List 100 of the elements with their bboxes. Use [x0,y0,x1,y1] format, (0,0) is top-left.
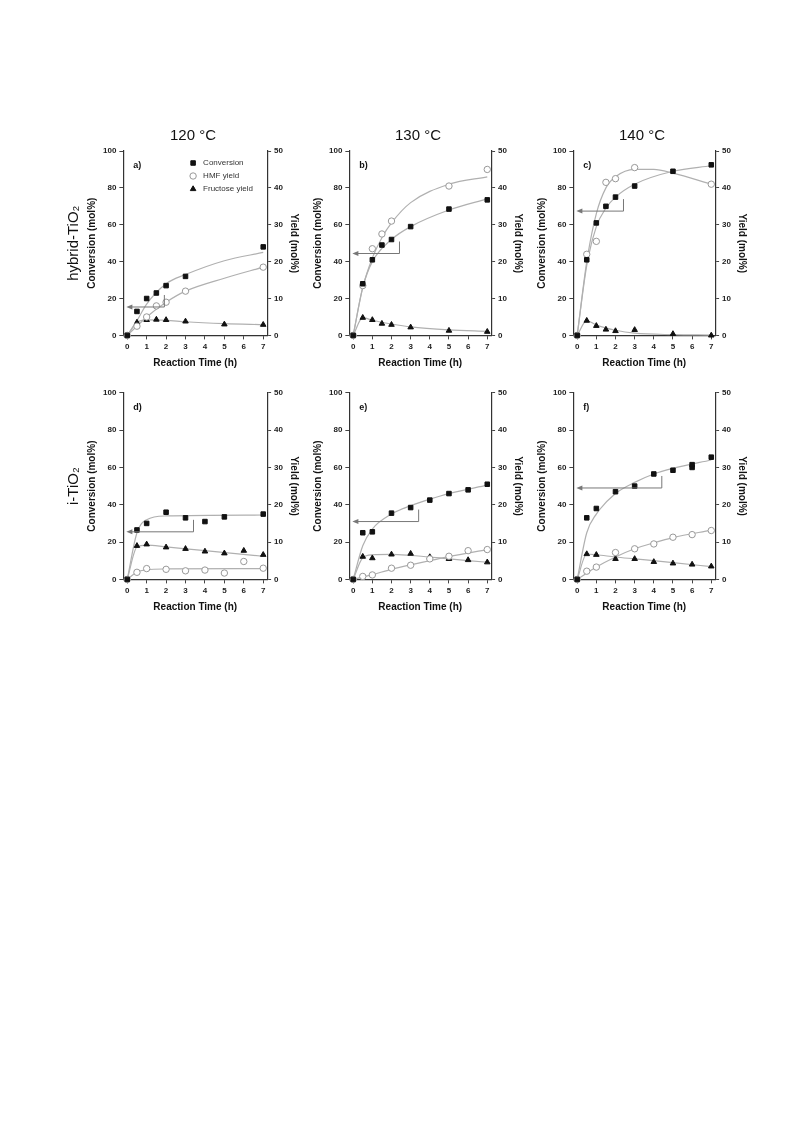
y2-axis-title: Yield (mol%) [513,456,525,516]
y2-tick-label: 0 [274,330,280,340]
y-axis-title: Conversion (mol%) [535,440,547,532]
y2-tick-label: 10 [722,293,732,303]
x-tick-label: 7 [260,342,266,352]
chart-title: 120 °C [169,126,217,144]
y-tick-label: 100 [102,388,117,397]
x-tick-label: 3 [408,342,414,352]
x-tick-label: 0 [350,342,356,352]
y-tick-label: 20 [333,293,343,303]
annotation: b) [359,159,368,170]
y2-tick-label: 40 [498,183,508,193]
y-tick-label: 80 [333,183,343,193]
text: i-TiO₂ [64,467,82,505]
x-tick-label: 5 [446,342,452,352]
y2-tick-label: 40 [722,183,732,193]
x-tick-label: 6 [465,342,471,352]
x-tick-label: 1 [144,586,150,596]
annotation: f) [583,401,590,412]
annotation: d) [133,401,142,412]
annotation: e) [359,401,368,412]
y2-tick-label: 20 [274,256,284,266]
y2-tick-label: 40 [274,183,284,193]
y2-tick-label: 0 [498,574,504,584]
x-axis-title: Reaction Time (h) [602,600,687,612]
y-tick-label: 20 [333,537,343,547]
y-tick-label: 80 [107,425,117,435]
y-tick-label: 100 [328,146,343,156]
y2-axis-title: Yield (mol%) [737,456,749,516]
y2-tick-label: 20 [498,256,508,266]
y2-tick-label: 20 [722,499,732,509]
x-tick-label: 4 [427,586,433,596]
x-tick-label: 7 [260,586,266,596]
x-tick-label: 0 [350,586,356,596]
y-axis-title: Conversion (mol%) [311,440,323,532]
x-tick-label: 4 [427,342,433,352]
x-tick-label: 3 [183,342,189,352]
y-tick-label: 20 [557,537,567,547]
y2-tick-label: 20 [722,256,732,266]
text: hybrid-TiO₂ [64,205,82,281]
x-tick-label: 4 [202,342,208,352]
x-tick-label: 5 [222,342,228,352]
y-tick-label: 40 [333,256,343,266]
y-tick-label: 100 [328,388,343,397]
x-tick-label: 1 [144,342,150,352]
x-tick-label: 1 [370,342,376,352]
x-tick-label: 5 [670,586,676,596]
chart-title: 130 °C [394,126,442,144]
x-tick-label: 7 [485,586,491,596]
x-tick-label: 6 [465,586,471,596]
y2-axis-title: Yield (mol%) [513,213,525,274]
x-tick-label: 0 [125,342,131,352]
y-tick-label: 100 [552,388,567,397]
x-tick-label: 3 [408,586,414,596]
y2-tick-label: 40 [722,425,732,435]
x-tick-label: 0 [574,342,580,352]
y2-tick-label: 0 [274,574,280,584]
x-tick-label: 5 [222,586,228,596]
x-tick-label: 1 [594,586,600,596]
x-tick-label: 6 [689,586,695,596]
y2-tick-label: 10 [498,293,508,303]
y-tick-label: 0 [111,330,117,340]
x-tick-label: 2 [389,586,395,596]
x-tick-label: 2 [163,342,169,352]
y-axis-title: Conversion (mol%) [535,197,547,289]
y-tick-label: 0 [337,330,343,340]
x-axis-title: Reaction Time (h) [153,600,238,612]
x-tick-label: 0 [125,586,131,596]
y-tick-label: 0 [561,330,567,340]
y2-tick-label: 10 [722,537,732,547]
x-tick-label: 5 [446,586,452,596]
y2-tick-label: 50 [274,146,284,156]
y-tick-label: 40 [107,499,117,509]
x-tick-label: 6 [241,342,247,352]
y2-tick-label: 30 [722,462,732,472]
x-tick-label: 0 [574,586,580,596]
y2-tick-label: 10 [274,293,284,303]
legend-label: HMF yield [203,171,240,181]
y2-tick-label: 50 [498,146,508,156]
y-tick-label: 0 [337,574,343,584]
x-tick-label: 3 [632,342,638,352]
y2-tick-label: 20 [498,499,508,509]
x-tick-label: 7 [709,586,715,596]
y2-tick-label: 30 [498,462,508,472]
x-tick-label: 6 [689,342,695,352]
y2-tick-label: 30 [498,219,508,229]
y-tick-label: 60 [557,462,567,472]
y-tick-label: 60 [333,462,343,472]
y2-tick-label: 50 [722,146,732,156]
y2-tick-label: 30 [722,219,732,229]
y-tick-label: 0 [111,574,117,584]
y-tick-label: 100 [102,146,117,156]
y2-tick-label: 40 [274,425,284,435]
x-tick-label: 2 [163,586,169,596]
y-axis-title: Conversion (mol%) [85,440,97,532]
y2-tick-label: 50 [274,388,284,397]
y2-tick-label: 0 [722,574,728,584]
y2-tick-label: 30 [274,219,284,229]
y-tick-label: 60 [557,219,567,229]
annotation: c) [583,159,592,170]
